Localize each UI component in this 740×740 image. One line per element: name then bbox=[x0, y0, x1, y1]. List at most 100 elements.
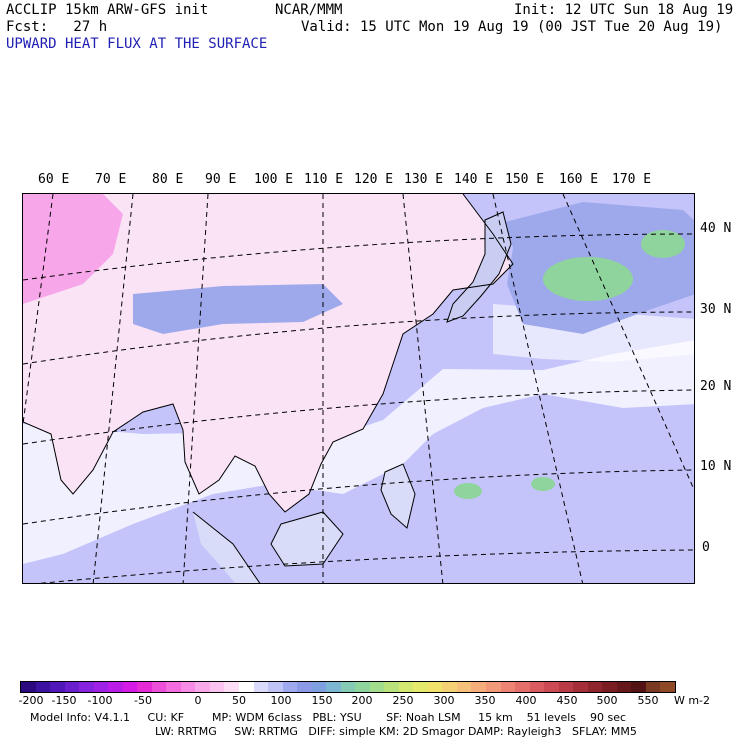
philippines-land bbox=[381, 464, 415, 528]
colorbar-tick-label: 100 bbox=[270, 694, 292, 707]
colorbar-swatch bbox=[355, 682, 370, 692]
colorbar-swatch bbox=[544, 682, 559, 692]
colorbar-swatch bbox=[427, 682, 443, 692]
lon-label-170e: 170 E bbox=[612, 172, 652, 187]
lon-label-120e: 120 E bbox=[354, 172, 394, 187]
colorbar-tick-label: 0 bbox=[194, 694, 202, 707]
japan-land bbox=[447, 212, 511, 322]
colorbar-swatch bbox=[64, 682, 80, 692]
positive-flux-patch bbox=[531, 477, 555, 491]
lat-label-10n: 10 N bbox=[700, 459, 732, 474]
colorbar-swatch bbox=[616, 682, 632, 692]
lon-label-60e: 60 E bbox=[38, 172, 70, 187]
colorbar-swatch bbox=[108, 682, 123, 692]
colorbar-swatch bbox=[180, 682, 196, 692]
org-label: NCAR/MMM bbox=[275, 2, 343, 18]
colorbar-swatch bbox=[413, 682, 428, 692]
colorbar-swatch bbox=[471, 682, 486, 692]
forecast-hour: Fcst: 27 h bbox=[6, 19, 108, 35]
colorbar-tick-label: 150 bbox=[311, 694, 333, 707]
colorbar-tick-label: 200 bbox=[351, 694, 373, 707]
sumatra-land bbox=[193, 512, 260, 583]
colorbar bbox=[20, 681, 676, 693]
coastlines bbox=[23, 194, 514, 583]
colorbar-swatch bbox=[297, 682, 312, 692]
colorbar-swatch bbox=[311, 682, 327, 692]
colorbar-swatch bbox=[195, 682, 210, 692]
lon-label-110e: 110 E bbox=[304, 172, 344, 187]
lat-label-30n: 30 N bbox=[700, 302, 732, 317]
colorbar-swatch bbox=[369, 682, 385, 692]
colorbar-swatch bbox=[645, 682, 661, 692]
colorbar-tick-label: 350 bbox=[474, 694, 496, 707]
near-zero-flux-region bbox=[23, 340, 694, 564]
lon-label-150e: 150 E bbox=[505, 172, 545, 187]
land-flux-field bbox=[23, 194, 513, 512]
colorbar-swatch bbox=[631, 682, 646, 692]
model-info-line2: LW: RRTMG SW: RRTMG DIFF: simple KM: 2D … bbox=[155, 725, 637, 738]
colorbar-swatch bbox=[660, 682, 675, 692]
init-time: Init: 12 UTC Sun 18 Aug 19 bbox=[514, 2, 734, 18]
lon-label-140e: 140 E bbox=[454, 172, 494, 187]
lon-label-100e: 100 E bbox=[254, 172, 294, 187]
flux-map-svg bbox=[23, 194, 694, 583]
colorbar-tick-label: -100 bbox=[87, 694, 113, 707]
colorbar-swatch bbox=[587, 682, 603, 692]
tibetan-plateau-flux bbox=[133, 284, 343, 334]
colorbar-swatch bbox=[602, 682, 617, 692]
colorbar-tick-label: -200 bbox=[18, 694, 44, 707]
colorbar-swatch bbox=[558, 682, 574, 692]
colorbar-swatch bbox=[486, 682, 501, 692]
colorbar-swatch bbox=[224, 682, 239, 692]
model-title: ACCLIP 15km ARW-GFS init bbox=[6, 2, 209, 18]
lat-label-40n: 40 N bbox=[700, 221, 732, 236]
colorbar-swatch bbox=[268, 682, 283, 692]
colorbar-swatch bbox=[456, 682, 472, 692]
positive-flux-patch bbox=[543, 257, 633, 301]
colorbar-tick-label: 50 bbox=[232, 694, 246, 707]
colorbar-swatch bbox=[137, 682, 152, 692]
lon-label-130e: 130 E bbox=[404, 172, 444, 187]
colorbar-swatch bbox=[151, 682, 167, 692]
colorbar-swatch bbox=[122, 682, 138, 692]
lat-label-20n: 20 N bbox=[700, 379, 732, 394]
colorbar-unit: W m-2 bbox=[673, 694, 711, 707]
colorbar-tick-label: -50 bbox=[134, 694, 152, 707]
lon-label-70e: 70 E bbox=[95, 172, 127, 187]
colorbar-swatch bbox=[50, 682, 65, 692]
colorbar-swatch bbox=[515, 682, 530, 692]
colorbar-swatch bbox=[238, 682, 254, 692]
colorbar-tick-label: 250 bbox=[392, 694, 414, 707]
colorbar-ticks: -200 -150 -100 -50 0 50 100 150 200 250 … bbox=[0, 694, 740, 708]
flux-map bbox=[22, 193, 695, 584]
colorbar-swatch bbox=[326, 682, 341, 692]
colorbar-swatch bbox=[340, 682, 356, 692]
colorbar-swatch bbox=[93, 682, 109, 692]
graticule bbox=[23, 194, 694, 583]
model-info-line1: Model Info: V4.1.1 CU: KF MP: WDM 6class… bbox=[30, 711, 627, 724]
lon-label-80e: 80 E bbox=[152, 172, 184, 187]
colorbar-tick-label: 450 bbox=[556, 694, 578, 707]
positive-flux-patch bbox=[454, 483, 482, 499]
strong-negative-flux-region bbox=[23, 194, 123, 304]
positive-flux-patch bbox=[641, 230, 685, 258]
colorbar-swatch bbox=[282, 682, 298, 692]
colorbar-swatch bbox=[253, 682, 269, 692]
colorbar-swatch bbox=[500, 682, 516, 692]
colorbar-swatch bbox=[384, 682, 399, 692]
borneo-land bbox=[271, 512, 343, 566]
colorbar-tick-label: 550 bbox=[637, 694, 659, 707]
colorbar-tick-label: 300 bbox=[433, 694, 455, 707]
colorbar-swatch bbox=[166, 682, 181, 692]
colorbar-tick-label: 500 bbox=[596, 694, 618, 707]
colorbar-swatch bbox=[442, 682, 457, 692]
lat-label-equator: 0 bbox=[702, 540, 710, 555]
colorbar-swatch bbox=[209, 682, 225, 692]
lon-label-160e: 160 E bbox=[559, 172, 599, 187]
colorbar-tick-label: -150 bbox=[51, 694, 77, 707]
colorbar-swatch bbox=[573, 682, 588, 692]
colorbar-tick-label: 400 bbox=[515, 694, 537, 707]
colorbar-swatch bbox=[21, 682, 36, 692]
colorbar-swatch bbox=[35, 682, 51, 692]
colorbar-swatch bbox=[398, 682, 414, 692]
